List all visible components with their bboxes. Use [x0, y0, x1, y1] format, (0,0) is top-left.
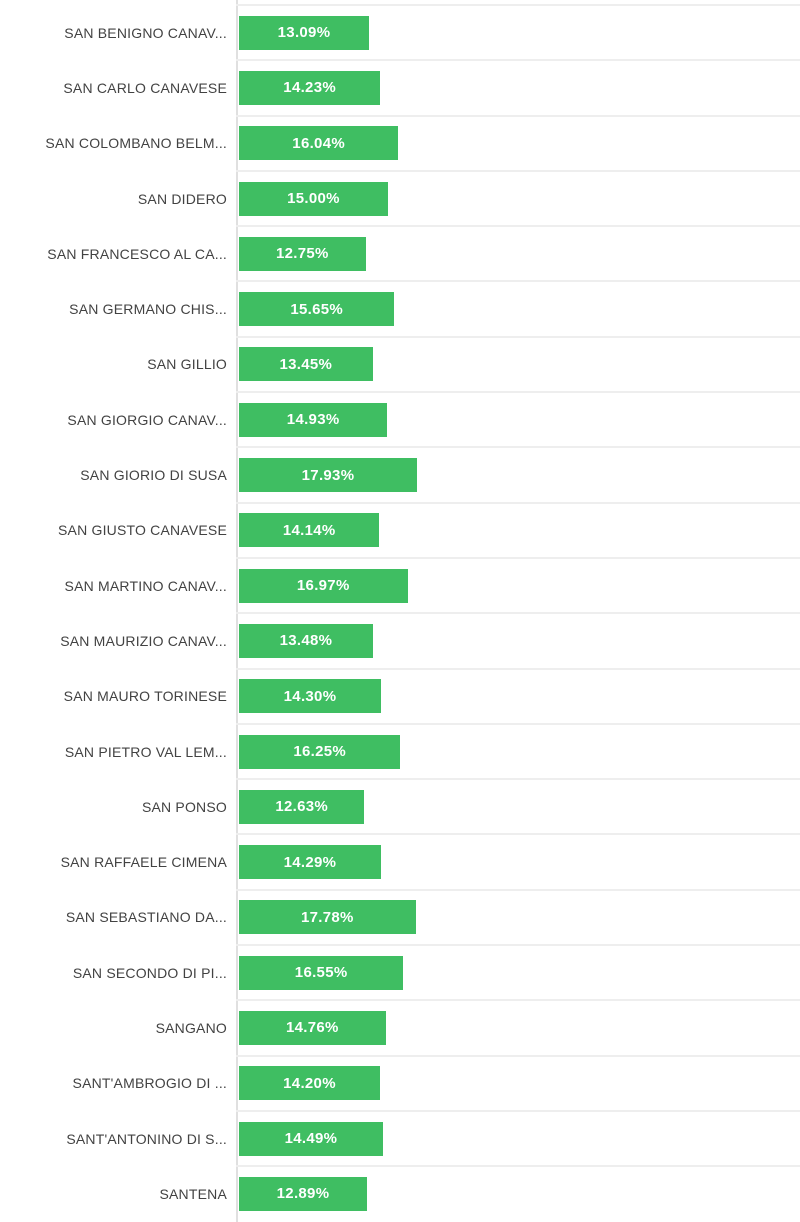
- y-axis-line: [236, 0, 238, 1222]
- bar[interactable]: 14.29%: [239, 845, 381, 880]
- chart-row: SAN GIORGIO CANAV... 14.93%: [0, 391, 800, 447]
- bar-value-label: 16.25%: [293, 743, 347, 760]
- bar-value-label: 14.23%: [283, 79, 336, 97]
- bar-value-label: 14.14%: [282, 521, 336, 539]
- bar[interactable]: 16.04%: [239, 126, 399, 161]
- category-label: SANGANO: [155, 1019, 227, 1036]
- bar[interactable]: 14.76%: [239, 1010, 386, 1045]
- category-label: SAN MARTINO CANAV...: [64, 577, 227, 594]
- category-label: SAN RAFFAELE CIMENA: [60, 854, 227, 871]
- category-label: SAN SEBASTIANO DA...: [65, 909, 227, 926]
- bar[interactable]: 16.25%: [239, 734, 401, 769]
- bar-value-label: 13.48%: [279, 632, 333, 650]
- chart-row: SAN MAURO TORINESE 14.30%: [0, 667, 800, 724]
- bar[interactable]: 14.20%: [239, 1066, 380, 1101]
- category-label: SANT'AMBROGIO DI ...: [72, 1075, 227, 1092]
- chart-row: SAN SECONDO DI PI... 16.55%: [0, 944, 800, 1000]
- bar[interactable]: 12.63%: [239, 789, 365, 824]
- chart-row: SAN FRANCESCO AL CA... 12.75%: [0, 225, 800, 281]
- bar[interactable]: 14.30%: [239, 679, 381, 714]
- bar-value-label: 17.78%: [300, 908, 354, 926]
- chart-row: SAN PIETRO VAL LEM... 16.25%: [0, 722, 800, 779]
- chart-row: SAN MAURIZIO CANAV... 13.48%: [0, 612, 800, 668]
- bar-value-label: 14.20%: [283, 1074, 336, 1092]
- bar[interactable]: 13.45%: [239, 347, 373, 382]
- bar-value-label: 13.09%: [277, 24, 331, 42]
- bar-value-label: 14.76%: [285, 1019, 339, 1037]
- bar-value-label: 12.75%: [275, 245, 329, 263]
- bar[interactable]: 13.48%: [239, 623, 373, 658]
- bar-value-label: 16.04%: [292, 134, 345, 152]
- category-label: SAN MAURIZIO CANAV...: [60, 632, 227, 649]
- bar-value-label: 12.89%: [276, 1185, 330, 1203]
- chart-row: SAN PONSO 12.63%: [0, 778, 800, 834]
- bar[interactable]: 15.00%: [239, 181, 388, 216]
- bar[interactable]: 14.93%: [239, 402, 388, 437]
- chart-row: SAN GERMANO CHIS... 15.65%: [0, 280, 800, 336]
- category-label: SAN PONSO: [141, 798, 227, 815]
- chart-row: SAN SEBASTIANO DA... 17.78%: [0, 888, 800, 945]
- chart-row: SAN GIUSTO CANAVESE 14.14%: [0, 501, 800, 558]
- category-label: SAN DIDERO: [137, 190, 227, 207]
- bar[interactable]: 13.09%: [239, 15, 369, 50]
- category-label: SAN GERMANO CHIS...: [69, 301, 227, 318]
- chart-rows: SAN BENIGNO CANAV... 13.09% SAN CARLO CA…: [0, 3, 800, 1222]
- bar[interactable]: 12.89%: [239, 1176, 367, 1211]
- bar-value-label: 15.00%: [287, 190, 340, 208]
- bar-value-label: 15.65%: [290, 300, 344, 318]
- category-label: SAN GIORGIO CANAV...: [67, 411, 227, 428]
- bar-value-label: 12.63%: [275, 798, 329, 816]
- category-label: SAN GILLIO: [147, 356, 227, 373]
- bar-value-label: 14.93%: [286, 411, 340, 429]
- chart-row: SAN COLOMBANO BELM... 16.04%: [0, 114, 800, 171]
- bar[interactable]: 17.78%: [239, 900, 416, 935]
- chart-row: SAN RAFFAELE CIMENA 14.29%: [0, 833, 800, 889]
- category-label: SANT'ANTONINO DI S...: [66, 1130, 227, 1147]
- bar[interactable]: 14.23%: [239, 70, 381, 105]
- category-label: SAN FRANCESCO AL CA...: [47, 245, 227, 262]
- bar-value-label: 14.49%: [284, 1130, 338, 1148]
- category-label: SAN GIUSTO CANAVESE: [58, 522, 227, 539]
- chart-row: SAN MARTINO CANAV... 16.97%: [0, 556, 800, 613]
- bar[interactable]: 14.49%: [239, 1121, 383, 1156]
- category-label: SAN PIETRO VAL LEM...: [64, 743, 227, 760]
- bar-value-label: 16.55%: [294, 964, 348, 982]
- bar[interactable]: 14.14%: [239, 513, 380, 548]
- category-label: SANTENA: [159, 1185, 227, 1202]
- bar[interactable]: 12.75%: [239, 236, 366, 271]
- chart-row: SANTENA 12.89%: [0, 1165, 800, 1221]
- bar-value-label: 13.45%: [279, 355, 333, 373]
- bar-value-label: 14.30%: [283, 687, 337, 705]
- chart-row: SAN GIORIO DI SUSA 17.93%: [0, 446, 800, 502]
- bar[interactable]: 15.65%: [239, 292, 395, 327]
- bar-value-label: 17.93%: [301, 466, 355, 484]
- chart-row: SANT'AMBROGIO DI ... 14.20%: [0, 1054, 800, 1111]
- category-label: SAN MAURO TORINESE: [63, 688, 227, 705]
- bar-value-label: 14.29%: [283, 853, 337, 871]
- category-label: SAN SECONDO DI PI...: [72, 964, 227, 981]
- chart-row: SANGANO 14.76%: [0, 999, 800, 1055]
- chart-row: SAN GILLIO 13.45%: [0, 335, 800, 392]
- category-label: SAN BENIGNO CANAV...: [64, 24, 227, 41]
- bar[interactable]: 16.55%: [239, 955, 404, 990]
- chart-row: SAN BENIGNO CANAV... 13.09%: [0, 3, 800, 60]
- category-label: SAN GIORIO DI SUSA: [80, 467, 227, 484]
- category-label: SAN CARLO CANAVESE: [63, 79, 227, 96]
- chart-row: SAN CARLO CANAVESE 14.23%: [0, 59, 800, 115]
- chart-row: SANT'ANTONINO DI S... 14.49%: [0, 1109, 800, 1166]
- bar-value-label: 16.97%: [296, 577, 350, 595]
- category-label: SAN COLOMBANO BELM...: [45, 135, 227, 152]
- bar[interactable]: 17.93%: [239, 458, 417, 493]
- bar[interactable]: 16.97%: [239, 568, 408, 603]
- chart-row: SAN DIDERO 15.00%: [0, 169, 800, 226]
